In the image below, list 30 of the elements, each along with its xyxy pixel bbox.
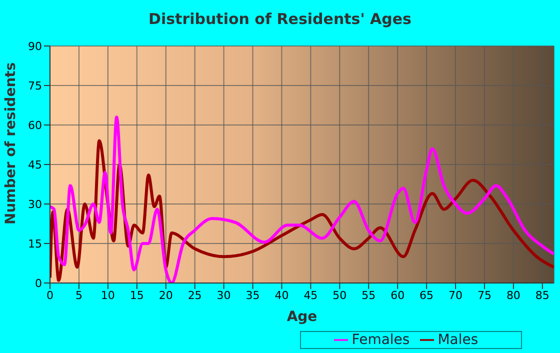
y-tick-label: 45	[28, 158, 42, 172]
x-tick-label: 85	[535, 288, 550, 302]
y-tick-label: 0	[35, 276, 42, 290]
legend-label: Females	[352, 332, 410, 348]
x-tick-label: 15	[130, 288, 144, 302]
x-tick-label: 45	[304, 288, 318, 302]
x-tick-label: 25	[188, 288, 202, 302]
x-tick-label: 55	[362, 288, 376, 302]
x-tick-label: 30	[216, 288, 231, 302]
x-tick-label: 65	[420, 288, 434, 302]
x-tick-label: 80	[506, 288, 520, 302]
x-tick-label: 10	[100, 288, 115, 302]
x-tick-label: 20	[158, 288, 173, 302]
x-axis-title: Age	[286, 309, 318, 325]
y-tick-label: 60	[28, 118, 42, 132]
legend-label: Males	[438, 332, 478, 348]
chart-title: Distribution of Residents' Ages	[148, 10, 412, 28]
x-tick-label: 70	[448, 288, 463, 302]
x-tick-label: 50	[332, 288, 347, 302]
x-tick-label: 75	[477, 288, 492, 302]
x-tick-label: 0	[46, 288, 54, 302]
x-tick-label: 40	[274, 288, 289, 302]
x-tick-label: 35	[246, 288, 260, 302]
y-tick-label: 15	[28, 237, 42, 250]
x-tick-label: 60	[390, 288, 405, 302]
x-tick-label: 5	[75, 288, 82, 302]
y-tick-label: 75	[28, 79, 42, 92]
y-tick-label: 30	[28, 198, 42, 211]
y-tick-label: 90	[28, 40, 42, 53]
y-axis-title: Number of residents	[2, 62, 19, 224]
